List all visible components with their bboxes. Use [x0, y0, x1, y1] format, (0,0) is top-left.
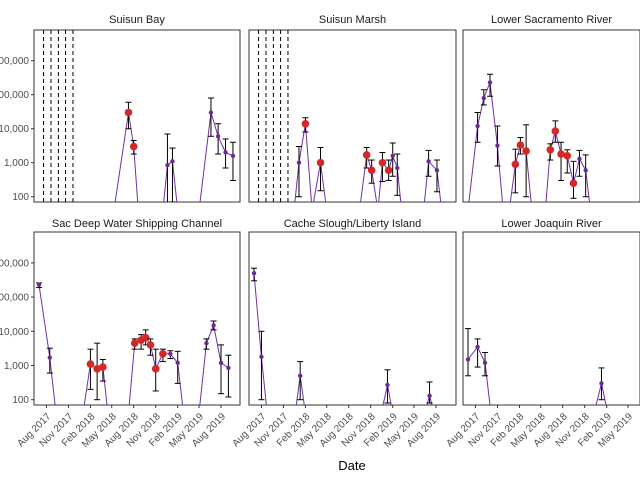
series-line: [423, 160, 442, 202]
series-line: [114, 112, 139, 202]
data-point: [482, 360, 488, 365]
panel-data: [465, 328, 607, 405]
panel-title: Lower Sacramento River: [491, 14, 612, 26]
data-point: [599, 381, 604, 386]
data-point: [226, 365, 231, 371]
data-point: [208, 110, 214, 115]
highlighted-point: [99, 363, 107, 371]
y-tick-label: 10,000: [0, 327, 29, 338]
highlighted-point: [141, 333, 150, 342]
panel-data: [43, 30, 236, 202]
data-point: [215, 134, 221, 139]
highlighted-point: [362, 151, 371, 159]
panel-data: [36, 282, 232, 405]
data-point: [218, 360, 224, 365]
data-point: [583, 168, 588, 173]
data-point: [395, 165, 400, 171]
data-point: [385, 382, 390, 388]
data-point: [47, 355, 52, 360]
panel-titles: Suisun Bay Suisun Marsh Lower Sacramento R…: [52, 14, 612, 230]
panel-data: [258, 30, 442, 202]
panel-title: Cache Slough/Liberty Island: [284, 218, 422, 230]
data-point: [223, 150, 228, 155]
data-point: [427, 393, 432, 399]
data-point: [297, 373, 303, 378]
data-point: [168, 351, 173, 356]
y-tick-label: 100,000: [0, 90, 29, 101]
highlighted-point: [146, 341, 155, 349]
panel-frame: [462, 231, 640, 406]
panel-frame: [33, 29, 241, 203]
highlighted-point: [124, 108, 133, 117]
panel-frame: [248, 231, 457, 406]
data-layer: [36, 30, 607, 405]
highlighted-point: [316, 158, 325, 167]
highlighted-point: [130, 339, 139, 347]
data-point: [204, 340, 209, 346]
data-point: [170, 159, 175, 164]
data-point: [211, 323, 216, 328]
data-point: [296, 160, 302, 165]
data-point: [426, 159, 431, 164]
highlighted-point: [557, 150, 565, 158]
data-point: [577, 156, 582, 162]
y-tick-label: 1,000: [4, 158, 29, 169]
panel-title: Suisun Marsh: [319, 14, 386, 26]
y-tick-label: 10,000: [0, 124, 29, 135]
data-point: [495, 143, 500, 148]
data-point: [36, 282, 42, 287]
y-tick-label: 1,000: [4, 361, 29, 372]
series-line: [294, 123, 327, 202]
data-point: [481, 95, 487, 101]
y-tick-label: 100: [12, 192, 29, 203]
y-tick-label: 100: [12, 395, 29, 406]
highlighted-point: [522, 147, 530, 155]
data-point: [175, 360, 180, 365]
x-axis-title: Date: [338, 458, 365, 473]
y-tick-label: 1,000,000: [0, 56, 29, 67]
panel-frames: [33, 29, 640, 406]
panel-title: Suisun Bay: [109, 14, 165, 26]
highlighted-point: [384, 166, 393, 175]
data-point: [475, 344, 480, 350]
panel-frame: [33, 231, 241, 406]
data-point: [475, 123, 480, 129]
data-point: [251, 270, 257, 276]
panel-frame: [248, 29, 457, 203]
data-point: [390, 153, 395, 158]
series-line: [467, 345, 491, 405]
panel-frame: [462, 29, 640, 203]
highlighted-point: [563, 151, 572, 160]
data-point: [230, 153, 236, 158]
panel-data: [251, 267, 433, 405]
highlighted-point: [159, 349, 167, 358]
highlighted-point: [93, 365, 101, 373]
panel-title: Lower Joaquin River: [501, 218, 602, 230]
data-point: [487, 80, 493, 85]
highlighted-point: [378, 158, 387, 167]
data-point: [465, 357, 471, 362]
data-point: [165, 162, 170, 168]
highlighted-point: [367, 166, 376, 175]
panel-data: [468, 73, 591, 202]
y-tick-label: 1,000,000: [0, 258, 29, 269]
series-line: [468, 82, 503, 202]
highlighted-point: [129, 142, 138, 151]
highlighted-point: [546, 145, 555, 154]
highlighted-point: [86, 360, 95, 368]
highlighted-point: [569, 179, 578, 188]
highlighted-point: [516, 141, 525, 149]
data-point: [259, 354, 264, 359]
panel-title: Sac Deep Water Shipping Channel: [52, 218, 222, 230]
y-tick-label: 100,000: [0, 293, 29, 304]
series-line: [163, 160, 178, 202]
highlighted-point: [301, 119, 310, 128]
highlighted-point: [511, 160, 520, 169]
data-point: [434, 168, 440, 173]
highlighted-point: [151, 365, 160, 373]
highlighted-point: [551, 127, 560, 135]
